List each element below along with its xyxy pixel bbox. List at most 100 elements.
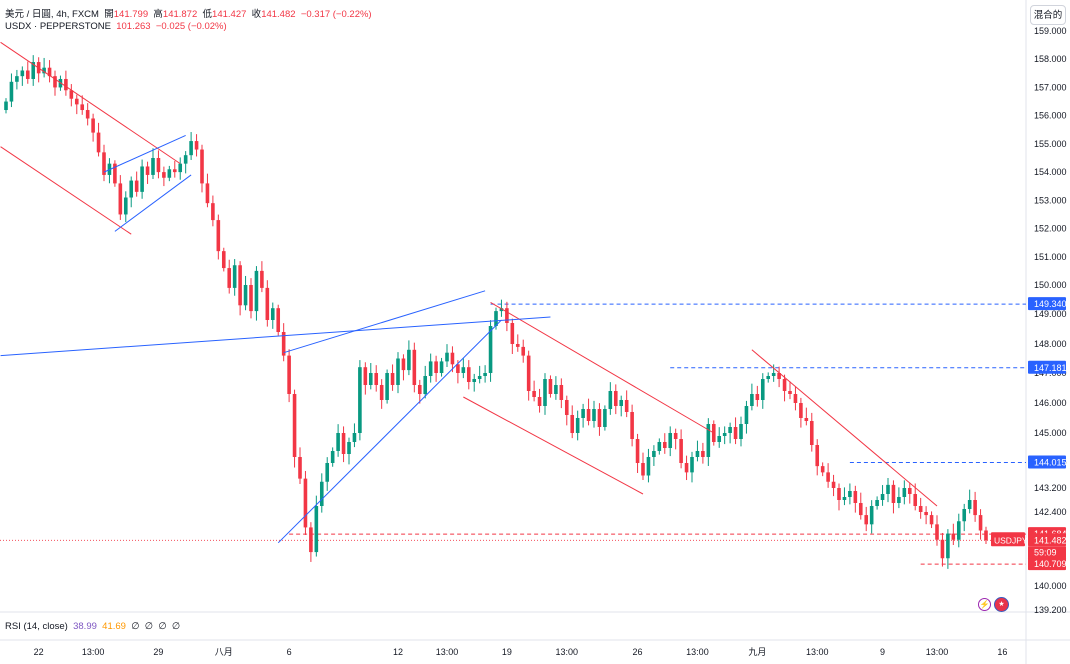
x-tick-label-5: 12 bbox=[393, 647, 403, 657]
candle bbox=[162, 172, 166, 178]
legend-high: 141.872 bbox=[162, 9, 198, 20]
price-tag-4 bbox=[1028, 533, 1066, 547]
trendline-red-0 bbox=[0, 41, 181, 165]
candle bbox=[260, 270, 264, 288]
candle bbox=[183, 155, 188, 164]
x-tick-label-0: 22 bbox=[34, 647, 44, 657]
candle bbox=[53, 76, 57, 88]
candle bbox=[499, 308, 504, 312]
candle bbox=[864, 515, 869, 525]
candle bbox=[788, 391, 792, 394]
legend-symbol[interactable]: 美元 / 日圓, 4h, FXCM bbox=[5, 9, 99, 20]
candle bbox=[880, 494, 885, 500]
legend-close-label: 收 bbox=[251, 9, 262, 20]
lightning-icon[interactable]: ⚡ bbox=[978, 598, 991, 611]
candle bbox=[886, 484, 890, 494]
candle bbox=[891, 484, 896, 503]
candle bbox=[309, 527, 313, 553]
x-tick-label-2: 29 bbox=[153, 647, 163, 657]
symbol-tag-label: USDJPY bbox=[994, 535, 1028, 545]
x-tick-label-4: 6 bbox=[287, 647, 292, 657]
candle bbox=[875, 500, 879, 506]
candle bbox=[809, 421, 814, 445]
candle bbox=[298, 457, 302, 479]
candle bbox=[924, 512, 928, 516]
rsi-value-1: 38.99 bbox=[73, 621, 97, 632]
candle bbox=[559, 385, 564, 400]
trendline-blue-2 bbox=[114, 174, 192, 232]
candle bbox=[782, 379, 787, 391]
candle bbox=[907, 488, 912, 494]
x-tick-label-10: 13:00 bbox=[686, 647, 709, 657]
y-tick-label-11: 148.000 bbox=[1034, 339, 1067, 349]
candle bbox=[935, 524, 939, 540]
candle bbox=[319, 481, 324, 506]
candle bbox=[483, 373, 487, 376]
candle bbox=[211, 203, 215, 221]
candle bbox=[929, 515, 934, 525]
price-tag-label-4: 141.482 bbox=[1034, 535, 1067, 545]
candle bbox=[777, 373, 781, 379]
candle bbox=[793, 394, 798, 403]
candle bbox=[287, 355, 291, 394]
candle bbox=[804, 418, 809, 421]
us-flag-icon[interactable]: ★ bbox=[994, 597, 1009, 612]
candle bbox=[728, 427, 732, 433]
candle bbox=[913, 494, 918, 506]
candle bbox=[766, 376, 771, 379]
candle bbox=[358, 367, 362, 433]
compare-symbol[interactable]: USDX · PEPPERSTONE bbox=[5, 21, 111, 32]
rsi-legend[interactable]: RSI (14, close) 38.99 41.69 ∅ ∅ ∅ ∅ bbox=[5, 621, 180, 632]
price-tag-label-0: 149.340 bbox=[1034, 299, 1067, 309]
candle bbox=[407, 349, 411, 371]
candle bbox=[826, 472, 830, 482]
rsi-value-2: 41.69 bbox=[102, 621, 126, 632]
candle bbox=[548, 379, 553, 394]
candle bbox=[74, 98, 79, 105]
candle bbox=[510, 323, 515, 344]
candle bbox=[646, 457, 651, 476]
candle bbox=[167, 169, 172, 178]
scale-mode-button[interactable]: 混合的 bbox=[1030, 5, 1066, 25]
rsi-value-4: ∅ bbox=[144, 621, 154, 632]
candle bbox=[281, 332, 286, 356]
candle bbox=[325, 463, 330, 482]
candle bbox=[336, 433, 340, 451]
candle bbox=[118, 183, 123, 215]
candle bbox=[123, 197, 128, 215]
candle bbox=[472, 379, 477, 382]
x-tick-label-8: 13:00 bbox=[556, 647, 579, 657]
candle bbox=[831, 481, 836, 488]
y-tick-label-16: 143.200 bbox=[1034, 483, 1067, 493]
y-tick-label-4: 155.000 bbox=[1034, 139, 1067, 149]
candle bbox=[401, 358, 406, 371]
candle bbox=[151, 158, 155, 175]
candle bbox=[379, 385, 384, 400]
candle bbox=[962, 509, 967, 522]
trendline-red-2 bbox=[490, 301, 715, 434]
candle bbox=[189, 141, 193, 156]
candle bbox=[178, 163, 183, 173]
y-tick-label-7: 152.000 bbox=[1034, 224, 1067, 234]
candle bbox=[858, 503, 863, 516]
candle bbox=[96, 132, 101, 153]
candle bbox=[477, 376, 482, 379]
candle bbox=[613, 391, 618, 406]
legend-high-label: 高 bbox=[153, 9, 163, 20]
candle bbox=[951, 533, 956, 540]
candle bbox=[662, 442, 667, 448]
trendline-blue-0 bbox=[0, 316, 551, 357]
candle bbox=[570, 415, 575, 433]
candle bbox=[771, 373, 776, 376]
y-tick-label-18: 140.000 bbox=[1034, 581, 1067, 591]
candle bbox=[412, 349, 417, 385]
x-tick-label-12: 13:00 bbox=[806, 647, 829, 657]
candle bbox=[946, 533, 950, 559]
price-tag-0 bbox=[1028, 297, 1066, 311]
candle bbox=[967, 500, 972, 509]
candle bbox=[673, 433, 678, 439]
candle bbox=[940, 539, 945, 559]
symbol-tag bbox=[991, 532, 1025, 547]
candle bbox=[706, 424, 711, 457]
